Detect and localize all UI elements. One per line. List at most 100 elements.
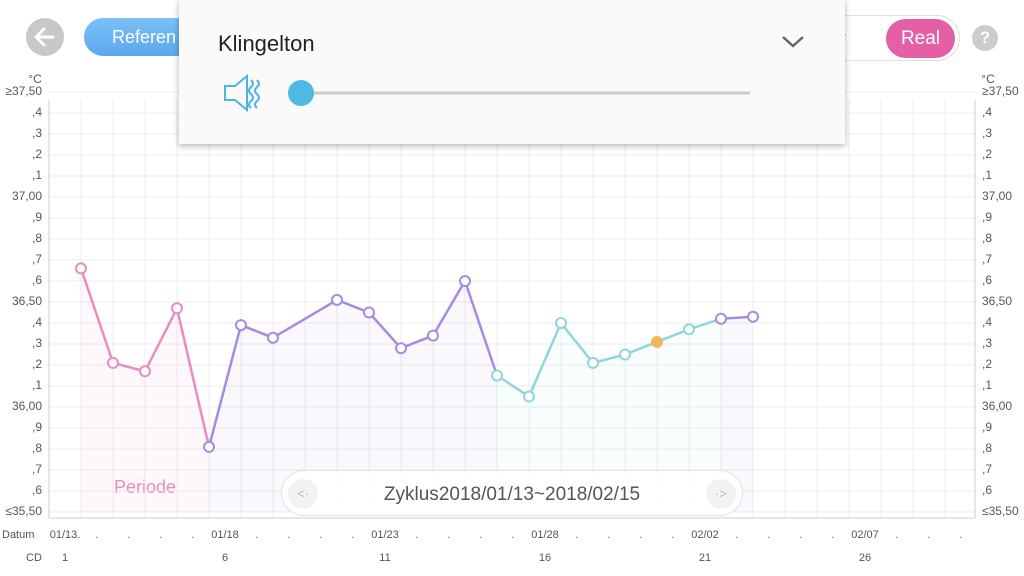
line-segment — [272, 298, 338, 339]
x-tick-label: . — [159, 529, 162, 541]
area-tint — [465, 281, 497, 512]
y-tick-label-right: ,8 — [982, 231, 992, 245]
y-tick-label-right: ,3 — [982, 126, 992, 140]
y-tick-label: 37,00 — [12, 189, 42, 203]
volume-popup: Klingelton — [179, 0, 845, 144]
x-tick-label: 01/28 — [531, 529, 559, 541]
y-tick-label: ,9 — [32, 420, 42, 434]
line-segment — [560, 322, 594, 364]
line-segment — [463, 280, 499, 376]
back-icon — [34, 27, 55, 47]
y-tick-label: ,3 — [32, 126, 42, 140]
cd-label: 16 — [539, 552, 551, 564]
unit-right: °C — [981, 72, 995, 86]
point — [651, 335, 663, 348]
x-tick-label: 02/02 — [691, 529, 719, 541]
x-tick-label: . — [799, 529, 802, 541]
y-tick-label: ,3 — [32, 336, 42, 350]
line-segment — [79, 267, 115, 364]
cd-label: 11 — [379, 552, 390, 564]
area-tint — [369, 312, 401, 512]
line-segment — [431, 280, 467, 337]
line-segment — [496, 374, 530, 398]
x-tick-label: . — [959, 529, 962, 541]
y-tick-label: ,1 — [32, 168, 42, 182]
y-tick-label-right: ,2 — [982, 357, 992, 371]
line-segment — [175, 308, 211, 448]
area-tint — [273, 299, 337, 512]
cycle-text: Zyklus2018/01/13~2018/02/15 — [282, 484, 742, 506]
area-tint — [657, 329, 689, 512]
y-tick-label-right: ,4 — [982, 105, 992, 119]
y-tick-label: 36,50 — [12, 294, 42, 308]
y-tick-label: ,1 — [32, 378, 42, 392]
area-tint — [81, 268, 113, 512]
point — [491, 369, 503, 382]
datum-label: Datum — [2, 529, 34, 541]
area-tint — [337, 299, 369, 512]
area-tint — [241, 325, 273, 512]
line-segment — [527, 322, 563, 397]
chevron[interactable] — [782, 36, 804, 48]
point — [139, 365, 151, 378]
point — [747, 310, 759, 323]
cd-label: 1 — [62, 552, 68, 564]
point — [75, 262, 87, 275]
line-segment — [143, 307, 179, 372]
x-tick-label: . — [607, 529, 610, 541]
line-segment — [207, 324, 243, 448]
area-tint — [145, 308, 177, 512]
x-tick-label: . — [255, 529, 258, 541]
x-tick-label: . — [447, 529, 450, 541]
y-tick-label-right: 37,00 — [982, 189, 1012, 203]
x-tick-label: . — [767, 529, 770, 541]
x-tick-label: . — [191, 529, 194, 541]
area-tint — [625, 341, 657, 512]
point — [683, 323, 695, 336]
point — [427, 329, 439, 342]
area-tint — [721, 316, 753, 512]
area-tint — [689, 318, 721, 512]
point — [715, 312, 727, 325]
y-tick-label: ,8 — [32, 441, 42, 455]
point — [203, 440, 215, 453]
point — [587, 356, 599, 369]
mute-icon — [224, 73, 260, 113]
y-tick-label: ,9 — [32, 210, 42, 224]
slider-knob[interactable] — [288, 80, 314, 106]
point — [363, 306, 375, 319]
point — [619, 348, 631, 361]
cycle-prefix: Zyklus — [383, 484, 439, 505]
cd-label: 21 — [699, 552, 711, 564]
prev-button[interactable]: <· — [288, 479, 318, 509]
y-tick-label-right: 36,50 — [982, 294, 1012, 308]
popup-controls — [224, 36, 804, 113]
y-tick-label-right: ≤35,50 — [982, 504, 1019, 518]
x-tick-label: . — [895, 529, 898, 541]
next-button[interactable]: ·> — [706, 479, 736, 509]
y-tick-label-right: ,6 — [982, 483, 992, 497]
y-tick-label-right: ,1 — [982, 168, 992, 182]
y-tick-label-right: ,4 — [982, 315, 992, 329]
real-button[interactable]: Real — [886, 19, 955, 58]
y-tick-label: ,2 — [32, 357, 42, 371]
y-tick-label-right: ,8 — [982, 441, 992, 455]
help-button[interactable]: ? — [972, 25, 998, 51]
y-tick-label-right: ,9 — [982, 420, 992, 434]
line-segment — [368, 311, 402, 350]
x-tick-label: . — [351, 529, 354, 541]
point — [331, 293, 343, 306]
x-tick-label: . — [639, 529, 642, 541]
point — [395, 342, 407, 355]
cd-label: 6 — [222, 552, 228, 564]
cycle-nav: <· Zyklus2018/01/13~2018/02/15 ·> — [281, 470, 743, 516]
y-tick-label: ≤35,50 — [5, 504, 42, 518]
point — [171, 302, 183, 315]
y-tick-label: ,8 — [32, 231, 42, 245]
unit-left: °C — [28, 72, 42, 86]
back-button[interactable] — [26, 18, 64, 56]
y-tick-label: ,7 — [32, 252, 42, 266]
x-tick-label: . — [671, 529, 674, 541]
